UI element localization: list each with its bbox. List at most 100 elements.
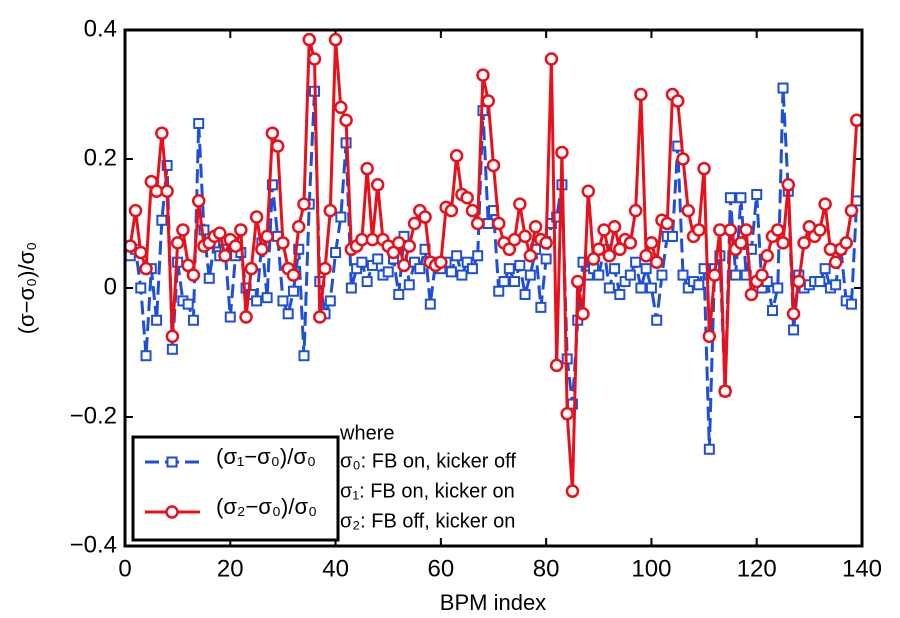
marker [493,285,505,297]
axes-frame [123,28,864,548]
marker [744,287,759,302]
marker [151,314,163,326]
marker [697,161,711,176]
marker [187,314,199,326]
y-tick-label: −0.4 [70,531,117,558]
marker [544,52,559,66]
marker [165,505,179,519]
marker [839,236,853,250]
marker [434,255,448,269]
marker [313,310,327,324]
marker [524,269,536,281]
marker [297,197,311,211]
marker [218,249,232,263]
marker [528,219,543,234]
marker [161,159,173,171]
marker [492,216,506,231]
x-tick-label: 140 [842,555,882,582]
marker [456,269,468,281]
marker [623,236,638,250]
marker [666,230,678,242]
marker [323,203,338,218]
marker [813,223,827,237]
marker [193,118,205,130]
marker [166,456,178,468]
marker [830,279,842,291]
marker [160,184,174,198]
y-tick-label: 0 [104,273,117,300]
marker [302,32,316,47]
x-tick-label: 0 [118,555,131,582]
marker [356,256,368,268]
marker [676,152,690,166]
marker [644,236,659,250]
marker [581,184,596,198]
marker [476,68,490,82]
marker [739,223,753,237]
marker [156,214,168,226]
marker [470,216,485,231]
marker [760,249,774,263]
marker [518,229,532,244]
marker [734,236,748,250]
marker [166,343,178,355]
marker [656,269,668,281]
marker [628,203,643,218]
marker [781,178,796,192]
marker [472,250,484,262]
marker [407,216,422,231]
marker [239,310,253,324]
marker [451,250,463,262]
marker [270,139,285,153]
marker [282,308,294,320]
marker [213,226,227,240]
marker [249,210,264,224]
marker [339,113,353,128]
marker [335,211,347,223]
marker [251,295,263,307]
marker [293,243,305,255]
marker [372,253,384,265]
marker [828,255,843,269]
marker [345,282,357,294]
marker [614,288,626,300]
marker [128,203,143,218]
marker [445,266,457,278]
y-axis-label: (σ−σ₀)/σ₀ [14,242,39,335]
marker [403,279,415,291]
marker [191,194,206,208]
marker [776,236,790,250]
marker [603,282,615,294]
y-tick-label: −0.2 [70,402,117,429]
marker [228,239,243,253]
legend-box [131,435,340,542]
marker [718,384,732,398]
marker [519,288,531,300]
marker [677,269,689,281]
marker [788,324,800,336]
y-tick-label: 0.2 [84,144,117,171]
marker [540,253,552,265]
marker [819,263,831,275]
marker [609,263,621,275]
x-tick-label: 20 [217,555,244,582]
annotation-text: σ₁: FB on, kicker on [340,480,515,502]
marker [771,223,785,237]
marker [328,32,343,47]
marker [513,197,527,211]
marker [724,192,736,204]
marker [692,223,706,237]
x-tick-label: 60 [428,555,455,582]
marker [465,203,480,218]
marker [334,100,348,115]
marker [135,282,147,294]
marker [397,258,411,273]
legend-label: (σ₂−σ₀)/σ₀ [216,494,317,519]
marker [176,223,190,237]
marker [182,298,194,310]
marker [607,219,622,234]
marker [361,276,373,288]
marker [777,82,789,94]
plot-area [123,29,864,547]
marker [234,223,248,237]
